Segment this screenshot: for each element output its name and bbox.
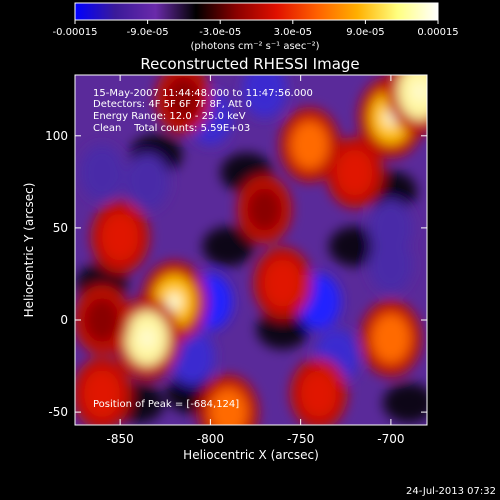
x-tick-label: -850 <box>107 432 134 446</box>
y-tick-label: 50 <box>53 221 68 235</box>
heatmap-hotspot <box>90 200 150 274</box>
x-tick-label: -750 <box>287 432 314 446</box>
heatmap-trough <box>256 309 309 350</box>
heatmap-coldspot <box>80 144 125 201</box>
plot-frame <box>74 74 428 426</box>
heatmap-coldspot <box>368 236 413 293</box>
colorbar-unit-label: (photons cm⁻² s⁻¹ asec⁻²) <box>190 41 319 52</box>
colorbar-tick-label: -0.00015 <box>53 27 98 38</box>
heatmap-coldspot <box>170 328 215 385</box>
heatmap-coldspot <box>242 75 287 118</box>
annotation-peak: Position of Peak = [-684,124] <box>93 399 239 410</box>
y-axis-label: Heliocentric Y (arcsec) <box>22 183 36 318</box>
annotation-clean: Clean Total counts: 5.59E+03 <box>93 123 250 134</box>
heatmap-hotspot <box>75 285 131 355</box>
heatmap-hotspot <box>360 300 422 377</box>
colorbar-tick-label: 9.0e-05 <box>346 27 384 38</box>
y-axis-ticks: -50 0 50 100 <box>45 129 427 419</box>
annotation-energy: Energy Range: 12.0 - 25.0 keV <box>93 111 246 122</box>
x-axis-ticks: -850 -800 -750 -700 <box>107 75 405 446</box>
heatmap-hotspot <box>155 75 212 134</box>
annotation-detectors: Detectors: 4F 5F 6F 7F 8F, Att 0 <box>93 99 252 110</box>
colorbar-tick-label: 3.0e-05 <box>274 27 312 38</box>
heatmap-hotspot <box>75 357 132 425</box>
y-tick-label: -50 <box>48 405 68 419</box>
heatmap-hotspot <box>237 175 292 244</box>
y-tick-label: 100 <box>45 129 68 143</box>
colorbar-ticks: -0.00015 -9.0e-05 -3.0e-05 3.0e-05 9.0e-05 0.… <box>53 20 459 38</box>
x-axis-label: Heliocentric X (arcsec) <box>183 448 319 462</box>
heatmap-trough <box>382 382 427 423</box>
y-tick-label: 0 <box>60 313 68 327</box>
heatmap-trough <box>202 226 255 267</box>
heatmap-trough <box>328 226 381 267</box>
colorbar-tick-label: -9.0e-05 <box>127 27 169 38</box>
colorbar <box>74 2 439 21</box>
x-tick-label: -800 <box>197 432 224 446</box>
x-tick-label: -700 <box>377 432 404 446</box>
chart-title: Reconstructed RHESSI Image <box>140 55 359 73</box>
heatmap-hotspot <box>279 107 340 183</box>
heatmap-hotspot <box>253 246 312 320</box>
heatmap-hotspot <box>198 374 259 425</box>
colorbar-tick-label: -3.0e-05 <box>199 27 241 38</box>
heatmap-hotspot <box>326 137 384 209</box>
annotation-time: 15-May-2007 11:44:48.000 to 11:47:56.000 <box>93 88 313 99</box>
heatmap-hotspot <box>113 297 181 380</box>
footer-timestamp: 24-Jul-2013 07:32 <box>406 486 496 497</box>
heatmap-coldspot <box>125 153 170 210</box>
colorbar-tick-label: 0.00015 <box>417 27 458 38</box>
heatmap-hotspot <box>290 358 348 425</box>
heatmap-layer <box>75 75 427 425</box>
heatmap-hotspot <box>385 75 427 134</box>
